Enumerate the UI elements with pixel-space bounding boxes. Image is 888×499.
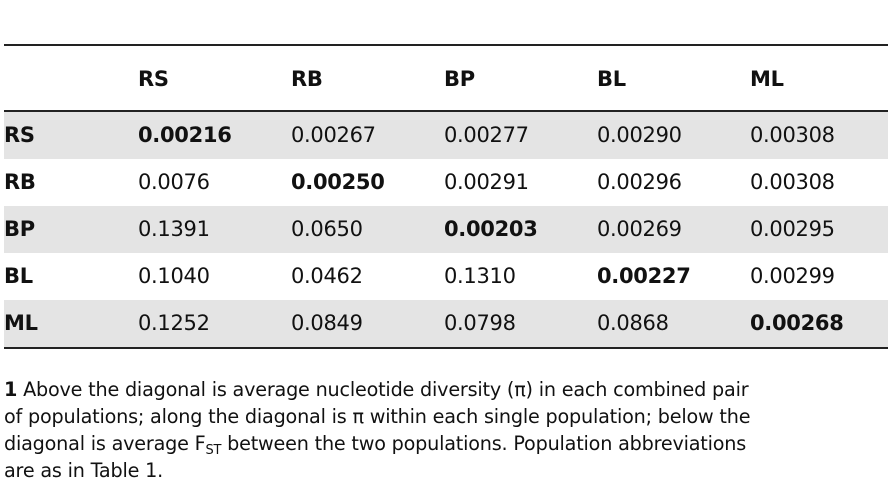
table-cell: 0.0650	[291, 217, 363, 241]
table-cell: 0.0868	[597, 311, 669, 335]
row-label: BL	[4, 264, 33, 288]
header-ml: ML	[750, 67, 784, 91]
table-row-ml: ML 0.1252 0.0849 0.0798 0.0868 0.00268	[4, 299, 888, 347]
diagonal-cell: 0.00250	[291, 170, 385, 194]
table-bottom-rule	[4, 346, 888, 349]
table-cell: 0.1391	[138, 217, 210, 241]
header-rb: RB	[291, 67, 323, 91]
table-header-row: RS RB BP BL ML	[4, 46, 888, 110]
table-cell: 0.0849	[291, 311, 363, 335]
diagonal-cell: 0.00227	[597, 264, 691, 288]
caption-line-2: of populations; along the diagonal is π …	[4, 405, 751, 428]
table-row-bl: BL 0.1040 0.0462 0.1310 0.00227 0.00299	[4, 253, 888, 300]
table-cell: 0.00291	[444, 170, 529, 194]
caption-text-3a: diagonal is average F	[4, 432, 206, 455]
fst-diversity-table: RS RB BP BL ML RS 0.00216 0.00267 0.0027…	[4, 44, 888, 349]
table-cell: 0.0798	[444, 311, 516, 335]
table-row-rb: RB 0.0076 0.00250 0.00291 0.00296 0.0030…	[4, 159, 888, 206]
table-top-rule	[4, 44, 888, 46]
caption-line-1: 1 Above the diagonal is average nucleoti…	[4, 376, 888, 403]
header-rs: RS	[138, 67, 169, 91]
diagonal-cell: 0.00216	[138, 123, 232, 147]
row-label: ML	[4, 311, 38, 335]
table-cell: 0.00296	[597, 170, 682, 194]
table-cell: 0.1252	[138, 311, 210, 335]
table-cell: 0.1040	[138, 264, 210, 288]
header-bl: BL	[597, 67, 626, 91]
row-label: BP	[4, 217, 35, 241]
header-rule	[4, 110, 888, 112]
row-label: RS	[4, 123, 35, 147]
diagonal-cell: 0.00203	[444, 217, 538, 241]
caption-number: 1	[4, 378, 18, 401]
caption-text-3b: between the two populations. Population …	[221, 432, 747, 455]
table-cell: 0.0076	[138, 170, 210, 194]
table-cell: 0.00269	[597, 217, 682, 241]
table-cell: 0.00295	[750, 217, 835, 241]
table-caption: 1 Above the diagonal is average nucleoti…	[4, 376, 888, 499]
table-row-bp: BP 0.1391 0.0650 0.00203 0.00269 0.00295	[4, 205, 888, 253]
caption-text-1: Above the diagonal is average nucleotide…	[23, 378, 749, 401]
row-label: RB	[4, 170, 36, 194]
caption-line-3: diagonal is average FST between the two …	[4, 430, 888, 457]
table-cell: 0.00308	[750, 170, 835, 194]
table-row-rs: RS 0.00216 0.00267 0.00277 0.00290 0.003…	[4, 111, 888, 159]
table-cell: 0.1310	[444, 264, 516, 288]
table-cell: 0.00290	[597, 123, 682, 147]
diagonal-cell: 0.00268	[750, 311, 844, 335]
table-cell: 0.00267	[291, 123, 376, 147]
table-cell: 0.00299	[750, 264, 835, 288]
table-cell: 0.00308	[750, 123, 835, 147]
table-cell: 0.0462	[291, 264, 363, 288]
caption-line-4: are as in Table 1.	[4, 459, 163, 482]
fst-subscript: ST	[205, 443, 222, 458]
table-cell: 0.00277	[444, 123, 529, 147]
header-bp: BP	[444, 67, 475, 91]
